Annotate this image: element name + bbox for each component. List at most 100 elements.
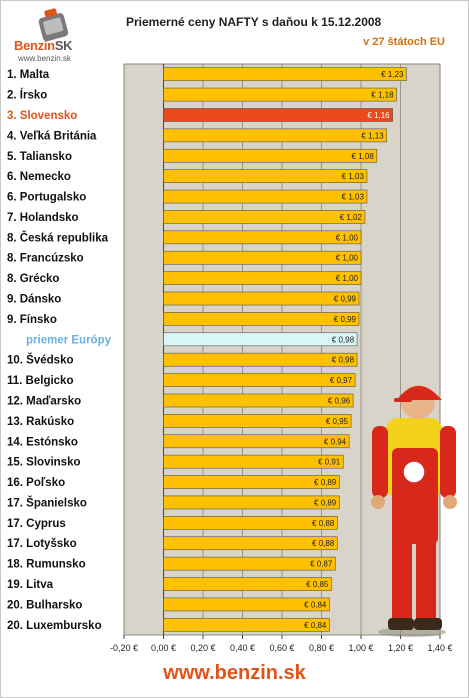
bar [163, 352, 358, 367]
bar-value-label: € 1,00 [336, 233, 359, 242]
benzin-logo-icon [38, 8, 69, 42]
bar [163, 597, 330, 612]
category-label: 14. Estónsko [7, 436, 78, 448]
bar-value-label: € 0,98 [332, 335, 355, 344]
bar-value-label: € 0,89 [314, 498, 337, 507]
category-label: 6. Portugalsko [7, 192, 86, 204]
x-tick-label: -0,20 € [110, 643, 138, 653]
bar [163, 250, 362, 265]
bar-value-label: € 1,23 [381, 70, 404, 79]
category-label: 5. Taliansko [7, 151, 72, 163]
bar [163, 271, 362, 285]
category-label: 11. Belgicko [7, 375, 73, 387]
bar [163, 291, 360, 306]
category-label: 17. Španielsko [7, 496, 87, 509]
bar [163, 189, 368, 204]
x-tick-label: 1,40 € [427, 643, 452, 653]
bar-value-label: € 0,99 [334, 315, 357, 324]
bar [163, 556, 336, 571]
bar-value-label: € 1,18 [371, 91, 394, 100]
bar [163, 169, 368, 183]
bar-value-label: € 1,00 [336, 254, 359, 263]
footer-url: www.benzin.sk [163, 662, 306, 684]
bar-value-label: € 0,88 [312, 519, 335, 528]
bar-value-label: € 0,89 [314, 478, 337, 487]
bar-value-label: € 0,96 [328, 396, 351, 405]
bar [163, 577, 332, 591]
category-label: 17. Cyprus [7, 518, 66, 530]
category-label: 9. Fínsko [7, 314, 57, 326]
bar [163, 332, 358, 347]
bar [163, 67, 407, 82]
bar [163, 148, 378, 163]
x-tick-label: 1,00 € [348, 643, 373, 653]
x-tick-label: 1,20 € [388, 643, 413, 653]
bar-value-label: € 1,13 [361, 131, 384, 140]
bar-value-label: € 0,84 [304, 621, 327, 630]
category-label: 20. Luxembursko [7, 620, 102, 632]
category-label: 3. Slovensko [7, 110, 77, 122]
category-label: 19. Litva [7, 579, 54, 591]
category-label: 4. Veľká Británia [7, 130, 97, 142]
x-tick-label: 0,80 € [309, 643, 334, 653]
x-tick-label: 0,20 € [190, 643, 215, 653]
bar-value-label: € 0,95 [326, 417, 349, 426]
logo-brand: BenzinSK [14, 38, 73, 53]
bar [163, 454, 344, 469]
category-label: 10. Švédsko [7, 354, 73, 367]
logo-url: www.benzin.sk [18, 54, 71, 63]
bar [163, 312, 360, 326]
bar-value-label: € 0,99 [334, 295, 357, 304]
bar [163, 87, 397, 102]
x-tick-label: 0,40 € [230, 643, 255, 653]
mechanic-illustration-icon [371, 385, 457, 637]
bar-value-label: € 1,03 [342, 193, 365, 202]
category-label: 9. Dánsko [7, 294, 61, 306]
bar [163, 210, 366, 224]
bar [163, 495, 340, 510]
x-tick-label: 0,60 € [269, 643, 294, 653]
chart-title: Priemerné ceny NAFTY s daňou k 15.12.200… [126, 15, 382, 29]
bar-value-label: € 0,91 [318, 458, 341, 467]
bar [163, 434, 350, 449]
bar-value-label: € 0,94 [324, 437, 347, 446]
bar-value-label: € 1,08 [352, 152, 375, 161]
category-label: 15. Slovinsko [7, 457, 81, 469]
bar-value-label: € 1,16 [367, 111, 390, 120]
bar-value-label: € 0,98 [332, 356, 355, 365]
bar [163, 393, 354, 408]
bar [163, 230, 362, 245]
bar-value-label: € 1,00 [336, 274, 359, 283]
category-label: 8. Grécko [7, 273, 59, 285]
category-label: 16. Poľsko [7, 477, 65, 489]
chart-subtitle: v 27 štátoch EU [363, 36, 445, 48]
bar [163, 128, 387, 143]
bar [163, 373, 356, 387]
bar-value-label: € 0,85 [306, 580, 329, 589]
bar-value-label: € 0,84 [304, 600, 327, 609]
category-label: 2. Írsko [7, 89, 47, 102]
bar [163, 516, 338, 530]
category-label: 17. Lotyšsko [7, 538, 77, 550]
category-label: 20. Bulharsko [7, 599, 82, 611]
bar [163, 108, 393, 122]
category-label: 12. Maďarsko [7, 395, 81, 407]
bar [163, 617, 330, 632]
bar-value-label: € 1,02 [340, 213, 363, 222]
category-label: 8. Česká republika [7, 231, 109, 244]
category-label: priemer Európy [26, 334, 112, 346]
bar-value-label: € 1,03 [342, 172, 365, 181]
bar [163, 475, 340, 489]
bar-value-label: € 0,88 [312, 539, 335, 548]
category-label: 6. Nemecko [7, 171, 71, 183]
category-label: 18. Rumunsko [7, 559, 86, 571]
bar [163, 536, 338, 551]
x-tick-label: 0,00 € [151, 643, 176, 653]
category-label: 13. Rakúsko [7, 416, 74, 428]
category-label: 1. Malta [7, 69, 50, 81]
bar-value-label: € 0,97 [330, 376, 353, 385]
category-label: 8. Francúzsko [7, 253, 84, 265]
bar-value-label: € 0,87 [310, 560, 333, 569]
category-label: 7. Holandsko [7, 212, 79, 224]
